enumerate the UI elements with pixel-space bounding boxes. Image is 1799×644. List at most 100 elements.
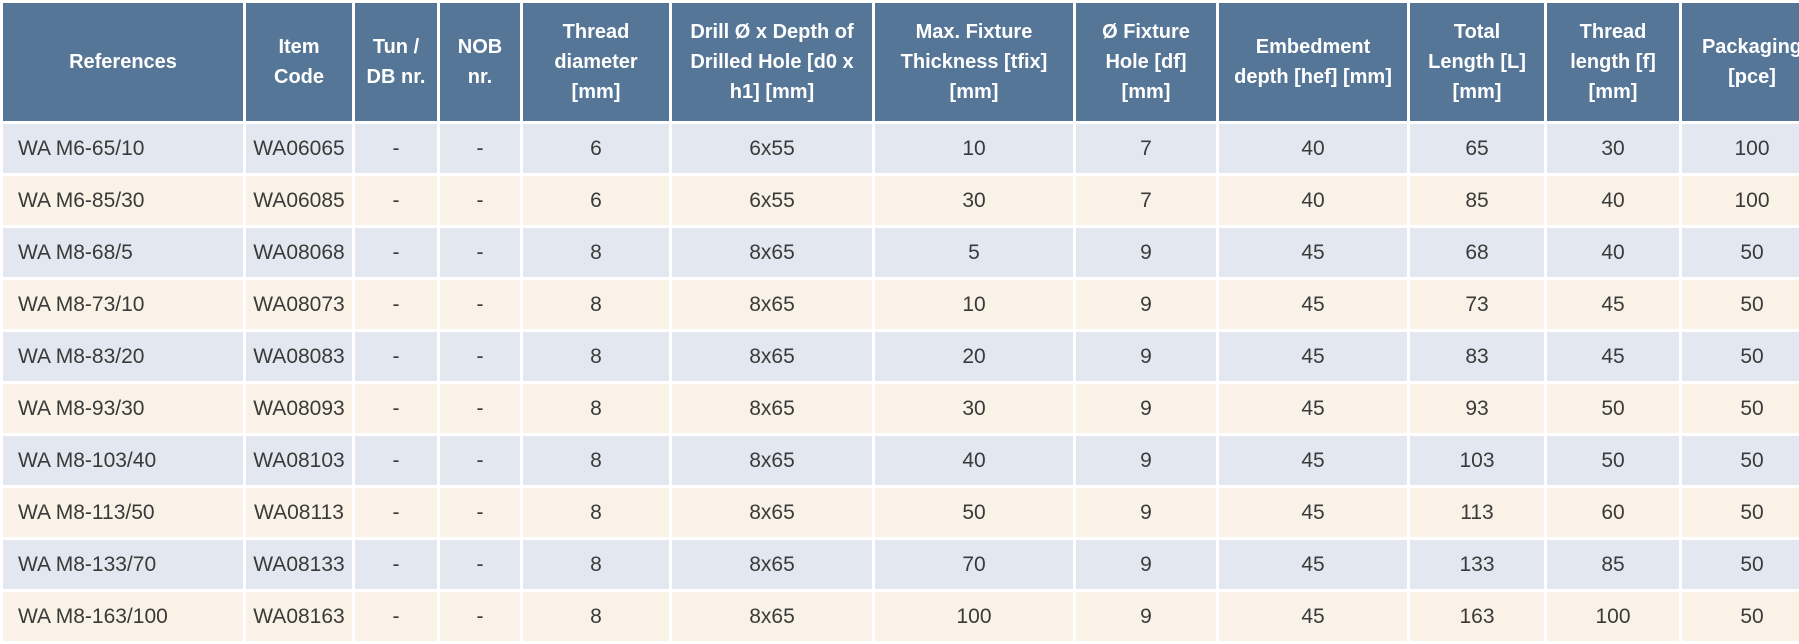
cell-fixture-hole-diameter: 9 <box>1076 488 1216 537</box>
cell-drill-hole: 8x65 <box>672 280 872 329</box>
cell-packaging: 50 <box>1682 436 1799 485</box>
cell-item-code: WA08113 <box>246 488 352 537</box>
cell-total-length: 163 <box>1410 592 1544 641</box>
cell-total-length: 133 <box>1410 540 1544 589</box>
column-header-drill-hole: Drill Ø x Depth of Drilled Hole [d0 x h1… <box>672 3 872 121</box>
cell-thread-length: 45 <box>1547 332 1679 381</box>
column-header-max-fixture-thickness: Max. Fixture Thickness [tfix] [mm] <box>875 3 1073 121</box>
cell-embedment-depth: 45 <box>1219 332 1407 381</box>
cell-fixture-hole-diameter: 7 <box>1076 124 1216 173</box>
cell-references: WA M8-83/20 <box>3 332 243 381</box>
cell-max-fixture-thickness: 100 <box>875 592 1073 641</box>
cell-fixture-hole-diameter: 9 <box>1076 332 1216 381</box>
cell-packaging: 50 <box>1682 332 1799 381</box>
cell-embedment-depth: 40 <box>1219 124 1407 173</box>
cell-total-length: 73 <box>1410 280 1544 329</box>
cell-references: WA M6-65/10 <box>3 124 243 173</box>
table-row: WA M8-133/70 WA08133 - - 8 8x65 70 9 45 … <box>3 540 1799 589</box>
table-body: WA M6-65/10 WA06065 - - 6 6x55 10 7 40 6… <box>3 124 1799 641</box>
cell-fixture-hole-diameter: 9 <box>1076 592 1216 641</box>
cell-thread-diameter: 8 <box>523 384 669 433</box>
table-row: WA M8-163/100 WA08163 - - 8 8x65 100 9 4… <box>3 592 1799 641</box>
cell-embedment-depth: 45 <box>1219 280 1407 329</box>
cell-fixture-hole-diameter: 9 <box>1076 228 1216 277</box>
cell-item-code: WA08103 <box>246 436 352 485</box>
cell-item-code: WA08163 <box>246 592 352 641</box>
cell-embedment-depth: 40 <box>1219 176 1407 225</box>
table-row: WA M6-65/10 WA06065 - - 6 6x55 10 7 40 6… <box>3 124 1799 173</box>
column-header-nob-nr: NOB nr. <box>440 3 520 121</box>
cell-max-fixture-thickness: 50 <box>875 488 1073 537</box>
cell-references: WA M8-103/40 <box>3 436 243 485</box>
cell-thread-length: 40 <box>1547 176 1679 225</box>
cell-drill-hole: 8x65 <box>672 436 872 485</box>
cell-references: WA M8-163/100 <box>3 592 243 641</box>
table-row: WA M8-93/30 WA08093 - - 8 8x65 30 9 45 9… <box>3 384 1799 433</box>
cell-thread-length: 60 <box>1547 488 1679 537</box>
cell-max-fixture-thickness: 5 <box>875 228 1073 277</box>
cell-packaging: 50 <box>1682 592 1799 641</box>
cell-drill-hole: 8x65 <box>672 592 872 641</box>
cell-thread-diameter: 8 <box>523 228 669 277</box>
cell-nob-nr: - <box>440 384 520 433</box>
column-header-packaging: Packaging [pce] <box>1682 3 1799 121</box>
cell-tun-db-nr: - <box>355 488 437 537</box>
cell-embedment-depth: 45 <box>1219 592 1407 641</box>
column-header-tun-db-nr: Tun / DB nr. <box>355 3 437 121</box>
cell-drill-hole: 8x65 <box>672 332 872 381</box>
cell-tun-db-nr: - <box>355 176 437 225</box>
cell-thread-length: 50 <box>1547 384 1679 433</box>
cell-references: WA M8-133/70 <box>3 540 243 589</box>
cell-item-code: WA06065 <box>246 124 352 173</box>
cell-drill-hole: 8x65 <box>672 488 872 537</box>
cell-item-code: WA08073 <box>246 280 352 329</box>
cell-thread-diameter: 8 <box>523 540 669 589</box>
cell-tun-db-nr: - <box>355 332 437 381</box>
cell-item-code: WA08068 <box>246 228 352 277</box>
cell-packaging: 100 <box>1682 176 1799 225</box>
cell-tun-db-nr: - <box>355 540 437 589</box>
cell-thread-diameter: 8 <box>523 280 669 329</box>
cell-references: WA M8-73/10 <box>3 280 243 329</box>
cell-max-fixture-thickness: 30 <box>875 176 1073 225</box>
cell-packaging: 50 <box>1682 384 1799 433</box>
cell-thread-length: 30 <box>1547 124 1679 173</box>
cell-references: WA M8-113/50 <box>3 488 243 537</box>
column-header-thread-length: Thread length [f] [mm] <box>1547 3 1679 121</box>
cell-nob-nr: - <box>440 124 520 173</box>
cell-references: WA M6-85/30 <box>3 176 243 225</box>
cell-fixture-hole-diameter: 9 <box>1076 436 1216 485</box>
cell-nob-nr: - <box>440 176 520 225</box>
cell-nob-nr: - <box>440 488 520 537</box>
cell-tun-db-nr: - <box>355 592 437 641</box>
cell-nob-nr: - <box>440 280 520 329</box>
column-header-total-length: Total Length [L] [mm] <box>1410 3 1544 121</box>
cell-fixture-hole-diameter: 9 <box>1076 280 1216 329</box>
cell-item-code: WA06085 <box>246 176 352 225</box>
cell-fixture-hole-diameter: 9 <box>1076 384 1216 433</box>
cell-embedment-depth: 45 <box>1219 384 1407 433</box>
cell-packaging: 50 <box>1682 228 1799 277</box>
cell-total-length: 93 <box>1410 384 1544 433</box>
cell-thread-length: 40 <box>1547 228 1679 277</box>
cell-fixture-hole-diameter: 9 <box>1076 540 1216 589</box>
cell-total-length: 83 <box>1410 332 1544 381</box>
table-row: WA M8-103/40 WA08103 - - 8 8x65 40 9 45 … <box>3 436 1799 485</box>
table-row: WA M6-85/30 WA06085 - - 6 6x55 30 7 40 8… <box>3 176 1799 225</box>
cell-drill-hole: 8x65 <box>672 384 872 433</box>
cell-embedment-depth: 45 <box>1219 540 1407 589</box>
cell-max-fixture-thickness: 40 <box>875 436 1073 485</box>
cell-tun-db-nr: - <box>355 436 437 485</box>
column-header-item-code: Item Code <box>246 3 352 121</box>
column-header-embedment-depth: Embedment depth [hef] [mm] <box>1219 3 1407 121</box>
cell-drill-hole: 6x55 <box>672 176 872 225</box>
header-row: References Item Code Tun / DB nr. NOB nr… <box>3 3 1799 121</box>
cell-max-fixture-thickness: 10 <box>875 124 1073 173</box>
cell-nob-nr: - <box>440 228 520 277</box>
cell-thread-diameter: 8 <box>523 592 669 641</box>
cell-thread-diameter: 8 <box>523 436 669 485</box>
cell-tun-db-nr: - <box>355 280 437 329</box>
cell-max-fixture-thickness: 30 <box>875 384 1073 433</box>
column-header-thread-diameter: Thread diameter [mm] <box>523 3 669 121</box>
cell-max-fixture-thickness: 20 <box>875 332 1073 381</box>
